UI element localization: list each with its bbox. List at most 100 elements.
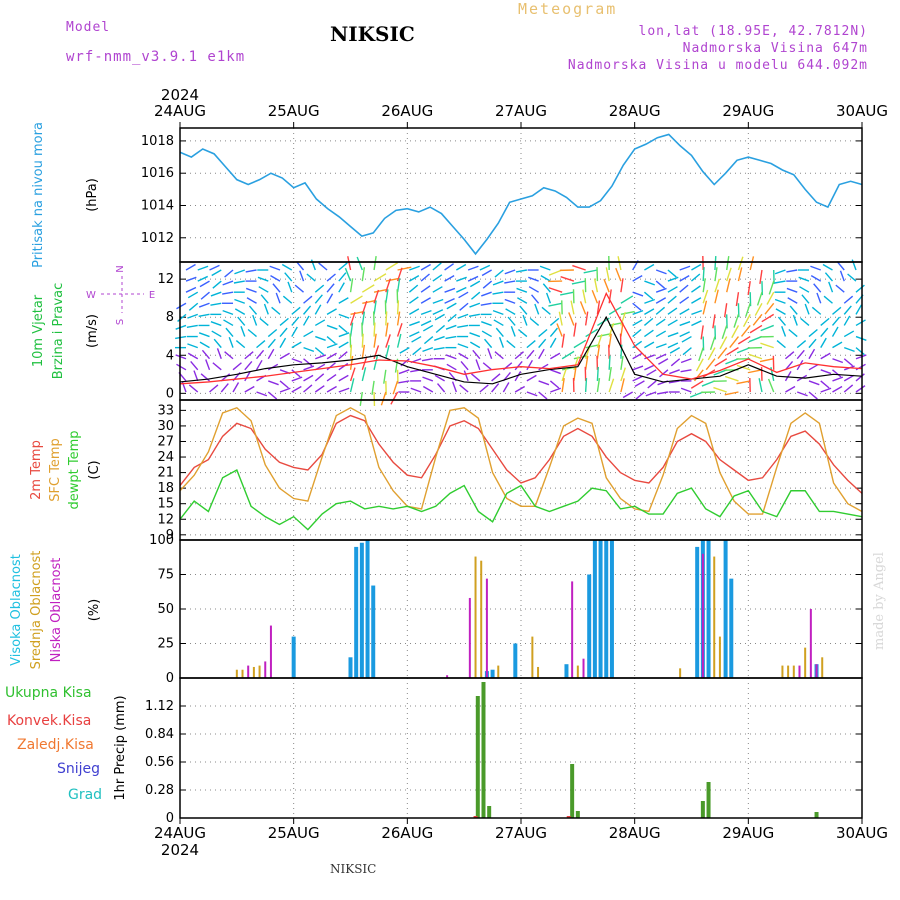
wind-barb <box>785 351 795 360</box>
wind-barb <box>758 378 763 393</box>
x-tick-label-bottom: 26AUG <box>381 824 433 842</box>
wind-barb <box>209 264 220 271</box>
temp-unit: (C) <box>87 460 102 479</box>
wind-barb <box>232 362 242 371</box>
wind-barb <box>522 314 528 326</box>
wind-barb <box>457 313 469 319</box>
wind-barb <box>811 306 822 315</box>
y-tick-label: 27 <box>157 434 174 449</box>
wind-barb <box>481 321 492 327</box>
wind-barb <box>585 344 600 349</box>
wind-barb <box>291 326 298 337</box>
wind-barb <box>596 378 601 393</box>
wind-barb <box>245 287 257 293</box>
cloud-mid-bar <box>235 669 238 678</box>
wind-barb <box>714 267 718 282</box>
wind-barb <box>433 346 445 351</box>
y-tick-label: 0.84 <box>145 727 174 742</box>
wind-barb <box>326 385 337 393</box>
wind-barb <box>760 324 774 332</box>
wind-barb <box>314 347 325 356</box>
wind-barb <box>349 278 354 293</box>
wind-barb <box>408 308 420 315</box>
wind-barb <box>855 319 866 327</box>
wind-barb <box>303 384 313 393</box>
wind-barb <box>338 297 349 304</box>
wind-barb <box>187 313 198 319</box>
wind-barb <box>591 289 599 304</box>
wind-barb <box>548 302 563 307</box>
wind-barb <box>659 369 669 378</box>
temp-ylabel: 2m Temp <box>29 440 44 500</box>
wind-barb <box>210 302 222 306</box>
wind-barb <box>494 351 504 360</box>
wind-barb <box>469 341 481 349</box>
wind-barb <box>745 303 751 317</box>
wind-barb <box>608 289 612 304</box>
wind-barb <box>446 302 457 310</box>
cloud-mid-bar <box>821 657 824 678</box>
wind-barb <box>584 377 588 393</box>
wind-barb <box>608 333 612 348</box>
wind-barb <box>690 273 701 282</box>
wind-barb <box>237 316 246 326</box>
wind-barb <box>247 328 257 338</box>
rain-conv-bar <box>473 816 478 818</box>
wind-barb <box>267 348 275 360</box>
wind-barb <box>225 327 234 337</box>
wind-barb <box>302 315 310 326</box>
wind-barb <box>705 358 716 371</box>
wind-barb <box>212 280 222 289</box>
wind-barb <box>690 380 704 389</box>
wind-barb <box>851 259 857 271</box>
wind-barb <box>205 359 211 371</box>
wind-barb <box>786 269 798 273</box>
wind-barb <box>338 272 347 282</box>
wind-barb <box>768 280 775 295</box>
wind-barb <box>548 287 563 293</box>
wind-barb <box>420 285 431 293</box>
lon-lat: lon,lat (18.95E, 42.7812N) <box>638 24 868 39</box>
wind-barb <box>714 278 721 293</box>
wind-barb <box>731 325 740 339</box>
wind-barb <box>491 383 500 393</box>
wind-barb <box>467 265 479 271</box>
wind-barb <box>185 286 197 293</box>
wind-barb <box>800 317 810 326</box>
wind-barb <box>338 313 350 319</box>
cloud-high-bar <box>587 574 592 678</box>
wind-barb <box>726 347 739 356</box>
wind-barb <box>593 278 599 293</box>
cloud-high-bar <box>723 540 728 678</box>
wind-barb <box>409 321 420 327</box>
wind-barb <box>470 291 481 300</box>
wind-barb <box>356 256 363 271</box>
wind-barb <box>634 380 645 388</box>
compass-rose: N E S W <box>86 265 155 325</box>
wind-barb <box>620 295 634 304</box>
wind-barb <box>786 287 798 293</box>
wind-barb <box>516 287 528 293</box>
wind-barb <box>515 269 527 273</box>
wind-barb <box>680 369 692 373</box>
cloud-mid-bar <box>781 665 784 678</box>
wind-barb <box>361 284 375 293</box>
wind-barb <box>432 274 443 282</box>
cloud-mid-bar <box>480 560 483 678</box>
wind-barb <box>573 322 577 337</box>
wind-barb <box>645 391 657 397</box>
x-tick-label-bottom: 29AUG <box>722 824 774 842</box>
wind-barb <box>823 295 833 304</box>
wind-barb <box>396 333 402 348</box>
wind-barb <box>303 358 313 367</box>
wind-barb <box>185 276 197 282</box>
wind-barb <box>199 341 210 349</box>
cloud-low-bar <box>582 658 585 678</box>
wind-barb <box>724 391 739 396</box>
wind-barb <box>839 270 845 282</box>
wind-barb <box>291 316 300 326</box>
wind-barb <box>349 378 355 393</box>
wind-barb <box>843 305 852 315</box>
wind-barb <box>506 340 516 349</box>
wind-barb <box>457 324 469 329</box>
